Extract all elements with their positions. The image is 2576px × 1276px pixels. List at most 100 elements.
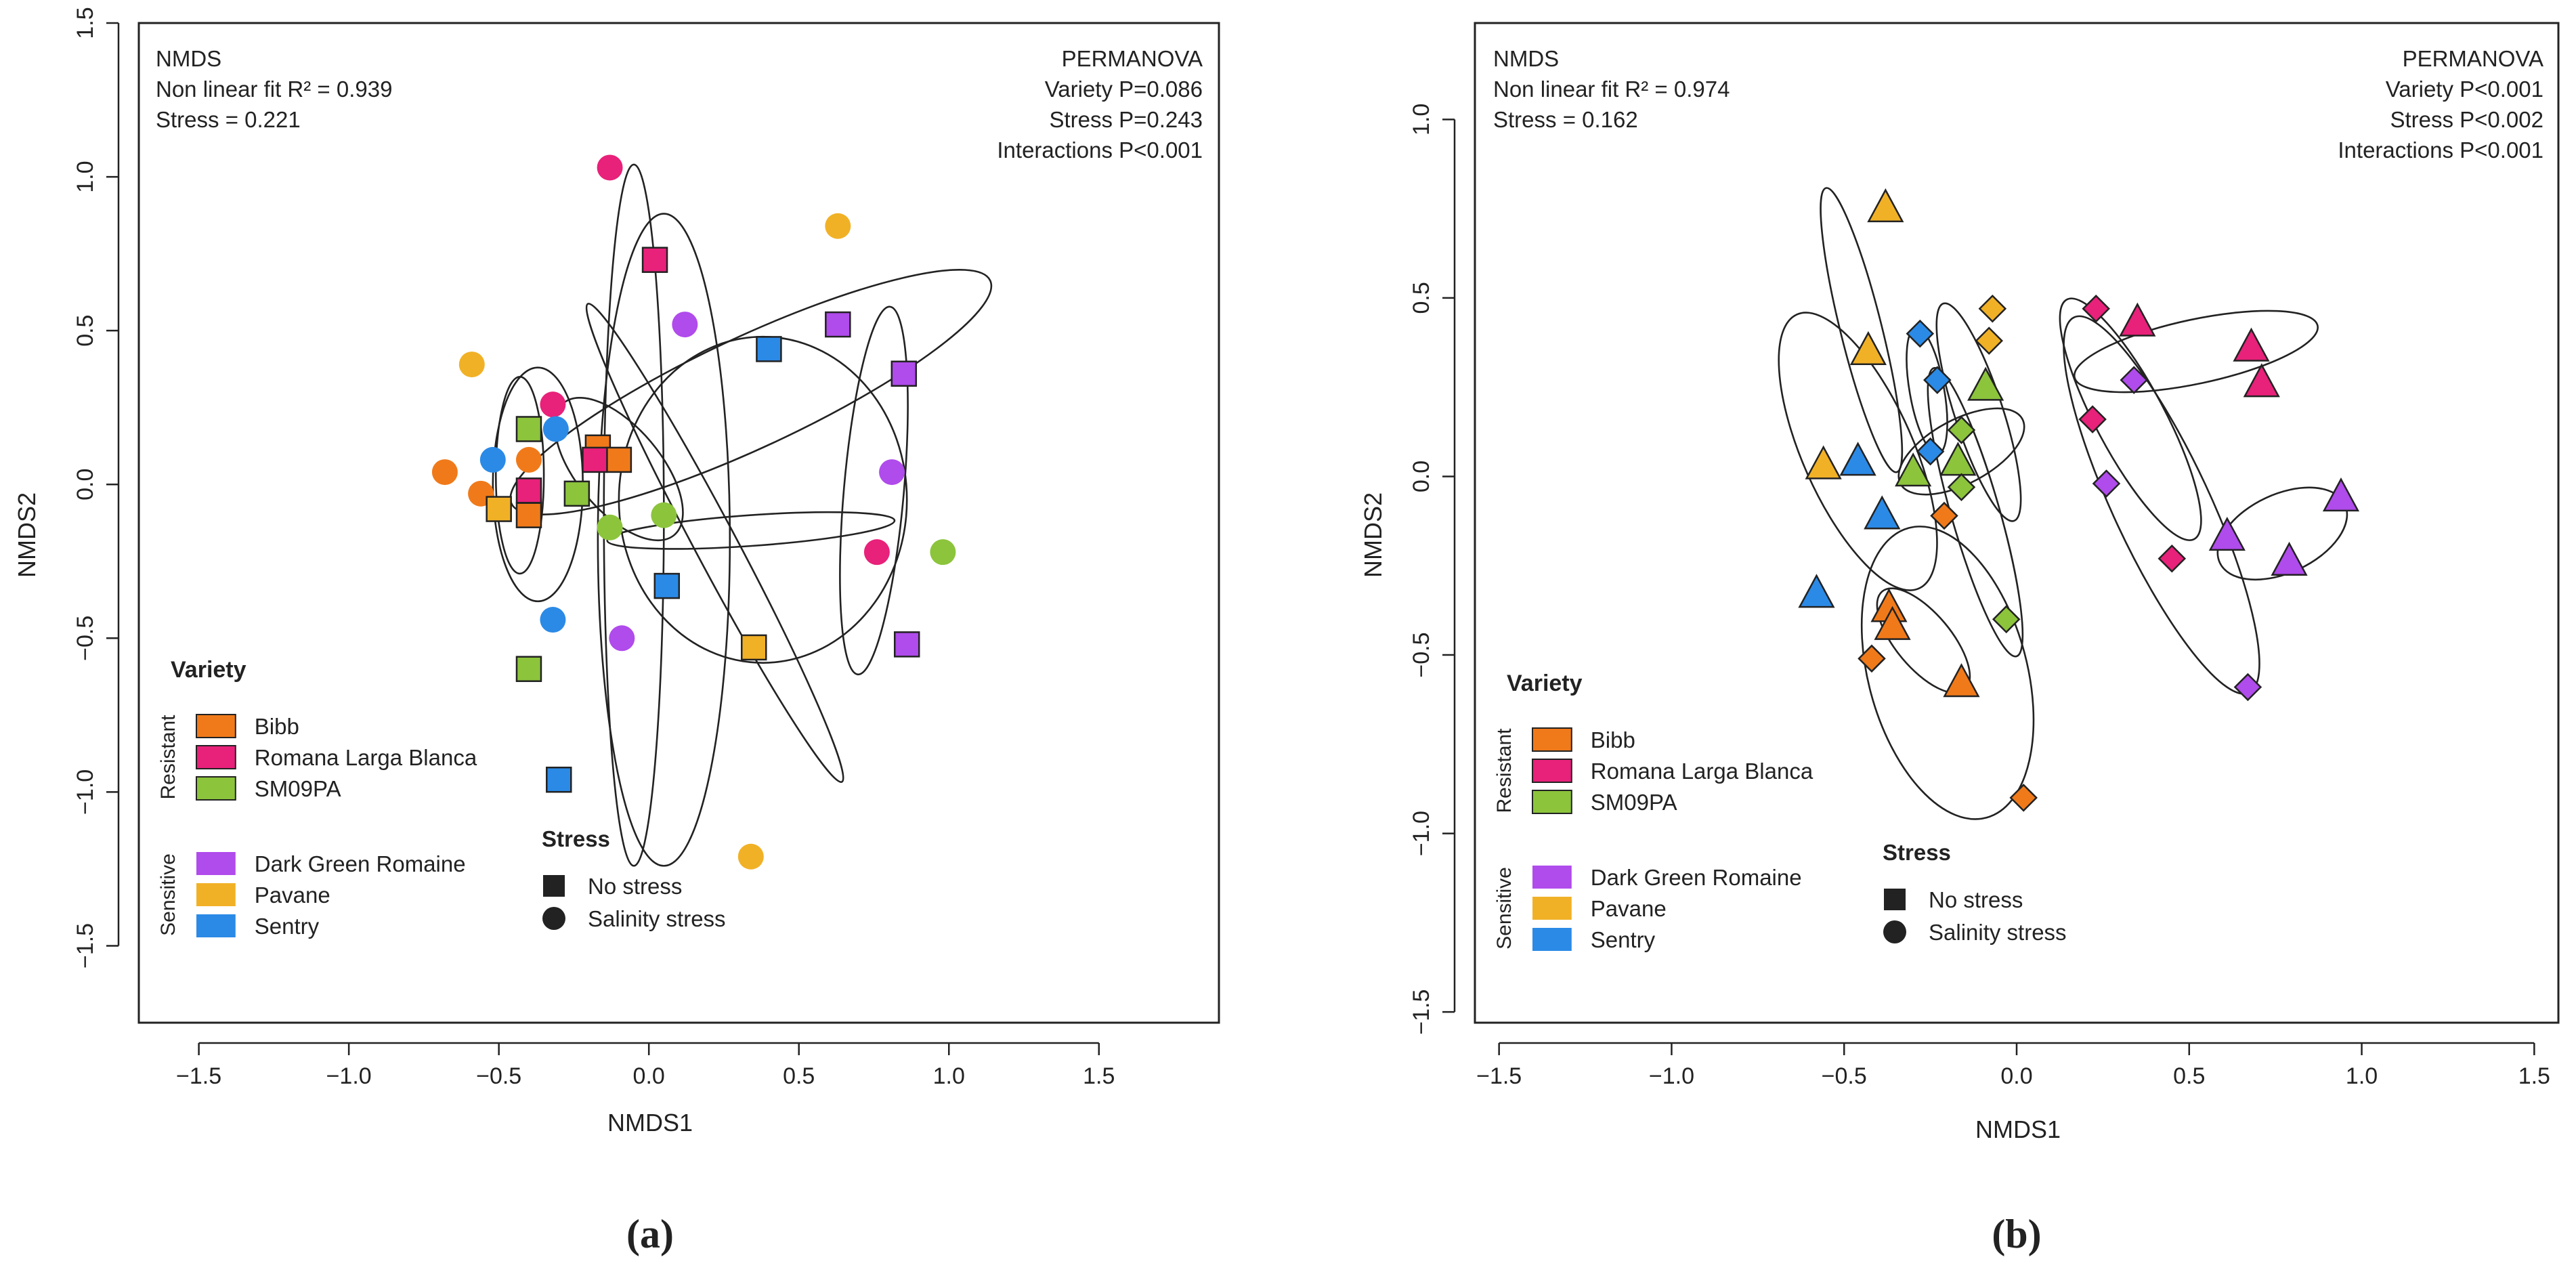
x-tick-label-a-3: −0.5 bbox=[476, 1063, 521, 1089]
legend-label-b-dark-green-romaine: Dark Green Romaine bbox=[1591, 865, 1802, 890]
legend-no-stress-label-a: No stress bbox=[588, 874, 682, 899]
point-a-sentry-circle-35 bbox=[540, 607, 566, 633]
legend-no-stress-label-b: No stress bbox=[1929, 887, 2023, 912]
annot-a-r2: Non linear fit R² = 0.939 bbox=[156, 77, 392, 102]
legend-swatch-a-dark-green-romaine bbox=[196, 852, 236, 875]
annot-b-stress: Stress = 0.162 bbox=[1493, 107, 1638, 132]
point-a-romana-larga-blanca-square-7 bbox=[641, 247, 668, 273]
point-b-sentry-triangle-30 bbox=[1839, 442, 1876, 476]
y-axis-b: −1.5 −1.0 −0.5 0.0 0.5 1.0 bbox=[1409, 104, 1456, 1035]
legend-swatch-a-bibb bbox=[196, 714, 236, 738]
panel-label-b: (b) bbox=[1992, 1212, 2041, 1256]
point-a-pavane-circle-28 bbox=[825, 213, 851, 239]
point-b-sm09pa-triangle-15 bbox=[1939, 442, 1977, 476]
x-tick-label-a-7: 1.5 bbox=[1083, 1063, 1115, 1089]
y-tick-label-a-5: 0.5 bbox=[72, 315, 98, 347]
annotation-right-a: PERMANOVA Variety P=0.086 Stress P=0.243… bbox=[997, 46, 1203, 163]
legend-variety-title-b: Variety bbox=[1507, 671, 1583, 696]
annot-b-nmds: NMDS bbox=[1493, 46, 1559, 71]
legend-salinity-stress-label-b: Salinity stress bbox=[1929, 920, 2067, 945]
point-a-sentry-square-31 bbox=[653, 572, 681, 599]
point-b-sm09pa-diamond-16 bbox=[1947, 416, 1976, 444]
x-tick-label-b-4: 0.0 bbox=[2000, 1063, 2032, 1089]
panel-a: −1.5 −1.0 −0.5 0.0 0.5 1.0 1.5 −1.5 −1.0 −0.5 0.0… bbox=[13, 7, 1220, 1256]
legend-resistant-label-b: Resistant bbox=[1493, 728, 1516, 813]
point-a-pavane-square-25 bbox=[486, 496, 512, 522]
y-tick-label-b-1: −1.5 bbox=[1409, 990, 1434, 1035]
y-tick-label-a-2: −1.0 bbox=[72, 769, 98, 815]
x-tick-label-b-5: 0.5 bbox=[2173, 1063, 2205, 1089]
point-a-sentry-circle-34 bbox=[542, 416, 569, 442]
point-a-dark-green-romaine-circle-22 bbox=[672, 312, 698, 338]
point-a-pavane-square-26 bbox=[741, 634, 767, 661]
y-axis-title-b: NMDS2 bbox=[1359, 492, 1387, 578]
point-a-sentry-square-32 bbox=[546, 766, 572, 793]
point-a-bibb-circle-6 bbox=[515, 446, 542, 473]
point-a-romana-larga-blanca-circle-11 bbox=[540, 391, 566, 418]
y-tick-label-a-6: 1.0 bbox=[72, 161, 98, 192]
points-a bbox=[431, 154, 956, 870]
y-tick-label-a-7: 1.5 bbox=[72, 7, 98, 39]
point-b-romana-larga-blanca-diamond-10 bbox=[2082, 294, 2110, 323]
point-b-romana-larga-blanca-diamond-12 bbox=[2158, 544, 2187, 573]
legend-swatch-b-sm09pa bbox=[1532, 790, 1572, 814]
x-axis-a: −1.5 −1.0 −0.5 0.0 0.5 1.0 1.5 bbox=[176, 1042, 1115, 1089]
legend-b: Variety Bibb Romana Larga Blanca SM09PA Dark… bbox=[1493, 671, 2067, 952]
point-a-sentry-square-30 bbox=[756, 336, 782, 362]
annot-b-permanova: PERMANOVA bbox=[2403, 46, 2543, 71]
ellipse-a-8 bbox=[839, 305, 909, 676]
legend-label-a-romana-larga-blanca: Romana Larga Blanca bbox=[255, 745, 477, 770]
point-a-sm09pa-square-14 bbox=[563, 480, 591, 507]
y-tick-label-a-4: 0.0 bbox=[72, 469, 98, 501]
point-a-bibb-circle-4 bbox=[431, 459, 458, 486]
point-a-bibb-square-1 bbox=[515, 502, 542, 528]
ellipse-b-1 bbox=[1820, 187, 1904, 473]
annot-b-interactions-p: Interactions P<0.001 bbox=[2338, 137, 2543, 163]
x-tick-label-b-6: 1.0 bbox=[2346, 1063, 2378, 1089]
point-b-dark-green-romaine-diamond-22 bbox=[2120, 366, 2149, 394]
point-a-romana-larga-blanca-square-9 bbox=[582, 446, 608, 473]
ellipse-b-8 bbox=[1860, 526, 2035, 820]
x-tick-label-a-5: 0.5 bbox=[783, 1063, 815, 1089]
point-b-sentry-triangle-31 bbox=[1864, 495, 1901, 530]
legend-label-b-romana-larga-blanca: Romana Larga Blanca bbox=[1591, 759, 1813, 784]
point-b-pavane-triangle-25 bbox=[1867, 188, 1904, 223]
x-tick-label-a-4: 0.0 bbox=[633, 1063, 665, 1089]
legend-resistant-label-a: Resistant bbox=[157, 715, 179, 800]
legend-swatch-a-romana-larga-blanca bbox=[196, 745, 236, 769]
legend-label-a-sentry: Sentry bbox=[255, 914, 320, 939]
point-b-bibb-diamond-6 bbox=[2009, 784, 2038, 812]
legend-sensitive-label-a: Sensitive bbox=[157, 853, 179, 936]
y-tick-label-b-6: 1.0 bbox=[1409, 104, 1434, 135]
plot-b-frame bbox=[1474, 22, 2560, 1024]
legend-a: Variety Bibb Romana Larga Blanca SM09PA Dark… bbox=[157, 657, 726, 939]
legend-label-b-sentry: Sentry bbox=[1591, 927, 1656, 952]
point-a-sm09pa-circle-18 bbox=[930, 539, 956, 566]
point-a-dark-green-romaine-square-20 bbox=[890, 360, 918, 387]
x-tick-label-b-2: −1.0 bbox=[1649, 1063, 1694, 1089]
point-b-sm09pa-diamond-18 bbox=[1992, 605, 2021, 634]
point-b-bibb-triangle-2 bbox=[1874, 605, 1911, 640]
legend-variety-title-a: Variety bbox=[171, 657, 246, 683]
legend-label-a-dark-green-romaine: Dark Green Romaine bbox=[255, 851, 466, 876]
y-tick-label-a-1: −1.5 bbox=[72, 923, 98, 969]
point-b-dark-green-romaine-triangle-21 bbox=[2322, 477, 2360, 512]
annot-a-permanova: PERMANOVA bbox=[1062, 46, 1203, 71]
annot-a-nmds: NMDS bbox=[156, 46, 221, 71]
ellipse-b-2 bbox=[1778, 312, 1938, 591]
point-b-pavane-triangle-26 bbox=[1849, 331, 1887, 365]
point-b-sentry-diamond-33 bbox=[1906, 319, 1935, 348]
point-b-romana-larga-blanca-diamond-11 bbox=[2078, 405, 2107, 433]
ellipse-a-5 bbox=[606, 511, 896, 550]
point-b-romana-larga-blanca-triangle-9 bbox=[2243, 363, 2280, 398]
annot-a-interactions-p: Interactions P<0.001 bbox=[997, 137, 1203, 163]
point-b-sm09pa-triangle-13 bbox=[1967, 366, 2004, 401]
y-axis-title-a: NMDS2 bbox=[13, 492, 41, 578]
x-tick-label-a-1: −1.5 bbox=[176, 1063, 221, 1089]
point-b-bibb-diamond-5 bbox=[1858, 644, 1886, 673]
point-b-sentry-triangle-32 bbox=[1798, 574, 1835, 608]
y-tick-label-b-5: 0.5 bbox=[1409, 282, 1434, 314]
x-tick-label-b-1: −1.5 bbox=[1476, 1063, 1522, 1089]
point-b-romana-larga-blanca-triangle-8 bbox=[2233, 327, 2270, 362]
